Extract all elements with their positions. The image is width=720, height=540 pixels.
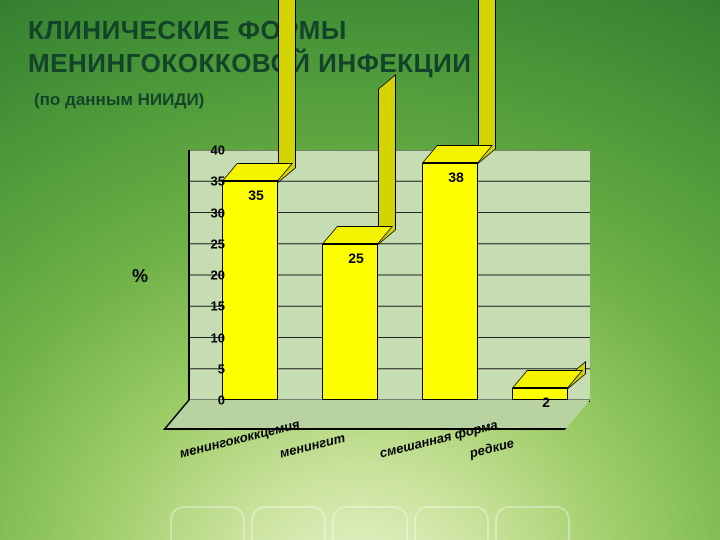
arch <box>170 506 245 540</box>
arch <box>495 506 570 540</box>
y-tick-label: 5 <box>218 361 225 376</box>
bars-layer: 35 25 38 2 <box>188 150 588 428</box>
y-tick-label: 35 <box>211 174 225 189</box>
y-tick-label: 20 <box>211 268 225 283</box>
bar-value-label: 2 <box>518 394 574 410</box>
y-tick-label: 0 <box>218 393 225 408</box>
y-tick-label: 10 <box>211 330 225 345</box>
bar-chart: % 3525382 0510152025303540менингококкцем… <box>130 150 630 480</box>
arch <box>251 506 326 540</box>
title-line1: КЛИНИЧЕСКИЕ ФОРМЫ <box>28 14 471 47</box>
slide: КЛИНИЧЕСКИЕ ФОРМЫ МЕНИНГОКОККОВОЙ ИНФЕКЦ… <box>0 0 720 540</box>
arch <box>414 506 489 540</box>
y-tick-label: 25 <box>211 236 225 251</box>
bar-value-label: 38 <box>428 169 484 185</box>
title-line2: МЕНИНГОКОККОВОЙ ИНФЕКЦИИ <box>28 47 471 80</box>
slide-title: КЛИНИЧЕСКИЕ ФОРМЫ МЕНИНГОКОККОВОЙ ИНФЕКЦ… <box>28 14 471 79</box>
x-category-label: менингит <box>278 430 347 461</box>
y-axis-label: % <box>132 266 148 287</box>
y-tick-label: 15 <box>211 299 225 314</box>
y-tick-label: 40 <box>211 143 225 158</box>
slide-subtitle: (по данным НИИДИ) <box>34 90 204 110</box>
arch <box>332 506 407 540</box>
y-tick-label: 30 <box>211 205 225 220</box>
bar-value-label: 35 <box>228 187 284 203</box>
bar-value-label: 25 <box>328 250 384 266</box>
x-category-label: редкие <box>468 435 515 460</box>
decorative-arches <box>170 506 570 540</box>
